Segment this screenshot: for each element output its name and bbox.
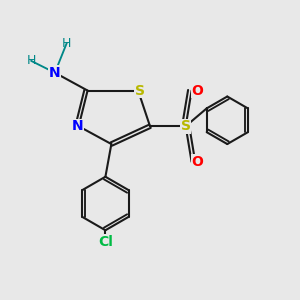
Text: S: S	[135, 84, 145, 98]
Text: Cl: Cl	[98, 235, 113, 249]
Text: O: O	[192, 155, 203, 169]
Text: H: H	[26, 54, 36, 67]
Text: H: H	[62, 37, 71, 50]
Text: N: N	[71, 119, 83, 133]
Text: O: O	[192, 84, 203, 98]
Text: N: N	[49, 66, 61, 80]
Text: S: S	[181, 119, 191, 133]
